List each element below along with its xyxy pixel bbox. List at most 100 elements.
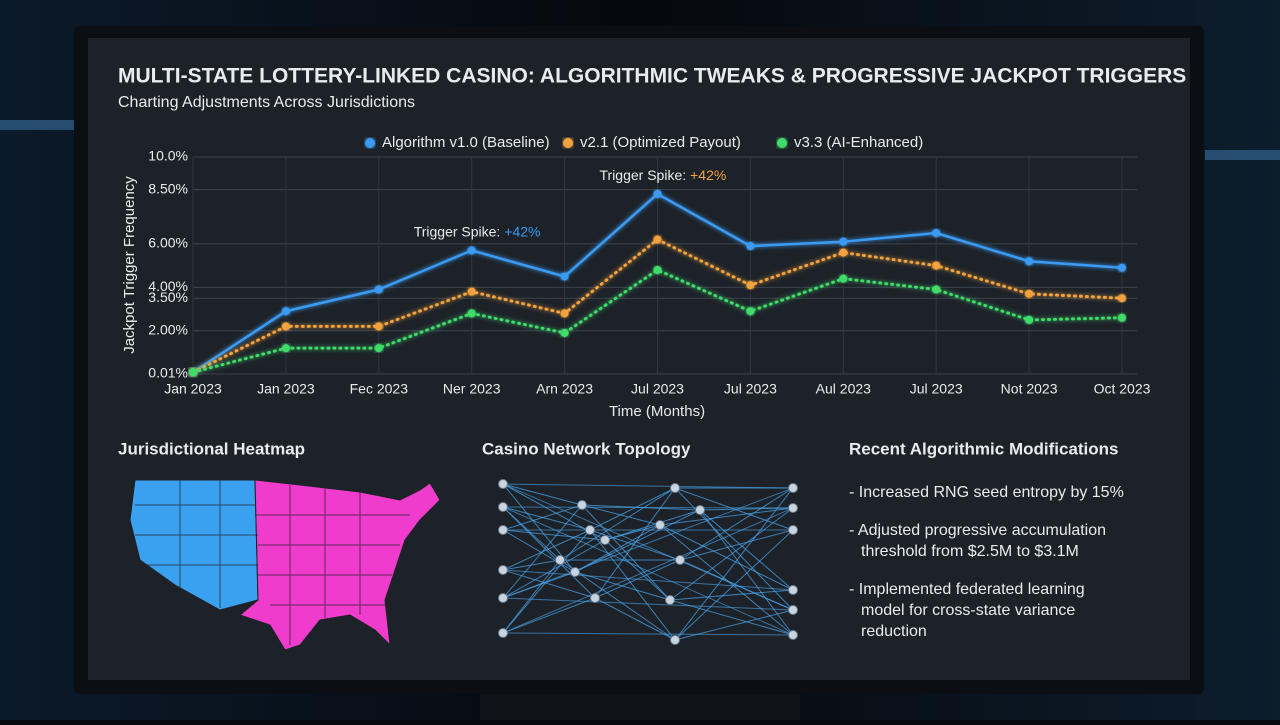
x-tick-label: Jul 2023 [631,381,684,397]
network-node [788,585,798,595]
annotation-text: Trigger Spike: [414,223,501,239]
network-link [679,529,794,561]
network-link [502,632,794,636]
x-tick-label: Ner 2023 [443,381,501,397]
y-tick-label: 3.50% [148,289,188,305]
network-node [590,593,600,603]
modification-item: threshold from $2.5M to $3.1M [861,543,1079,560]
network-node [600,535,610,545]
network-link [594,487,676,599]
network-node [670,483,680,493]
network-link [502,487,794,599]
network-link [502,597,794,611]
annotation: Trigger Spike: +42% [414,223,541,239]
annotation: Trigger Spike: +42% [600,167,727,183]
network-link [589,487,676,531]
data-point [653,265,662,274]
legend-marker [563,138,573,148]
network-link [674,529,794,641]
network-link [679,487,794,561]
x-tick-label: Jan 2023 [257,381,315,397]
network-link [502,504,583,599]
x-tick-label: Fec 2023 [350,381,409,397]
data-point [374,322,383,331]
network-link [669,507,794,601]
data-point [932,285,941,294]
network-link [502,483,794,611]
data-point [653,189,662,198]
wall-light [0,120,80,130]
data-point [932,261,941,270]
legend-label: v2.1 (Optimized Payout) [580,134,741,151]
modification-item: - Adjusted progressive accumulation [849,522,1106,539]
data-point [467,246,476,255]
data-point [839,237,848,246]
modification-item: reduction [861,623,927,640]
network-node [788,630,798,640]
annotation-highlight: +42% [504,223,540,239]
network-node [675,555,685,565]
data-point [1025,257,1034,266]
modification-item: - Implemented federated learning [849,581,1085,598]
network-link [502,506,596,599]
y-tick-label: 10.0% [148,148,188,164]
data-point [1025,315,1034,324]
network-link [502,529,606,541]
network-link [674,609,794,641]
data-point [374,344,383,353]
data-point [839,248,848,257]
y-tick-label: 0.01% [148,365,188,381]
network-node [498,479,508,489]
data-point [281,307,290,316]
network-link [559,487,676,561]
y-tick-label: 2.00% [148,321,188,337]
network-link [659,524,794,636]
y-tick-label: 8.50% [148,180,188,196]
network-link [502,569,596,599]
network-node [788,605,798,615]
data-point [560,328,569,337]
legend-label: v3.3 (AI-Enhanced) [794,134,923,151]
data-point [281,344,290,353]
network-node [577,500,587,510]
network-link [674,487,794,641]
network-node [655,520,665,530]
monitor-stand [480,694,800,720]
y-tick-label: 4.00% [148,278,188,294]
x-tick-label: Oct 2023 [1094,381,1151,397]
panel-title: Jurisdictional Heatmap [118,439,305,458]
data-point [560,309,569,318]
data-point [746,281,755,290]
network-diagram [498,479,798,645]
network-node [788,525,798,535]
network-link [574,524,661,573]
x-tick-label: Not 2023 [1001,381,1058,397]
data-point [746,242,755,251]
network-link [502,483,794,489]
network-link [502,504,583,531]
network-link [502,506,561,561]
network-node [498,565,508,575]
x-tick-label: Arn 2023 [536,381,593,397]
network-node [585,525,595,535]
modification-item: - Increased RNG seed entropy by 15% [849,484,1124,501]
data-point [1118,313,1126,322]
network-node [498,502,508,512]
network-link [502,483,583,506]
network-link [502,597,596,634]
series-line [191,268,1124,374]
network-link [604,539,671,601]
legend-marker [365,138,375,148]
data-point [653,235,662,244]
x-tick-label: Jan 2023 [164,381,222,397]
network-link [699,509,794,636]
x-tick-label: Aul 2023 [816,381,871,397]
legend-marker [777,138,787,148]
data-point [374,285,383,294]
network-node [498,525,508,535]
data-point [1118,294,1126,303]
network-link [659,507,794,526]
network-node [670,635,680,645]
